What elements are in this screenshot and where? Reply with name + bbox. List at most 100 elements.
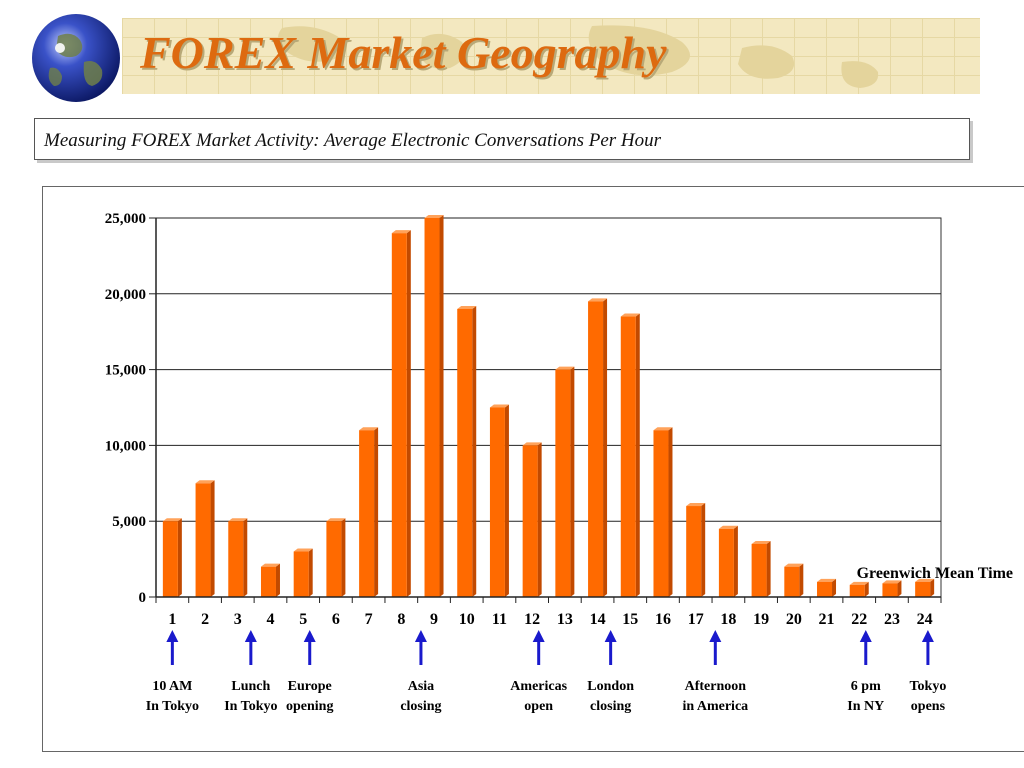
bar-top	[784, 563, 804, 567]
bar	[784, 566, 800, 597]
bar	[653, 430, 669, 597]
chart-frame: 0 5,000 10,000 15,000 20,000 25,000 1 2 3 4 5 6 7 8 9 1…	[42, 186, 1024, 752]
annotation-arrowhead	[414, 630, 427, 642]
annotation-label: In Tokyo	[224, 699, 277, 714]
annotation-label: closing	[400, 699, 441, 714]
bar-side	[930, 578, 935, 597]
bar-side	[766, 540, 771, 597]
bar-side	[570, 366, 575, 597]
annotation-arrowhead	[244, 630, 257, 642]
bar-top	[457, 305, 477, 309]
x-tick-label: 12	[524, 611, 540, 628]
chart-subtitle: Measuring FOREX Market Activity: Average…	[44, 130, 662, 151]
bar	[228, 521, 244, 597]
annotation-arrowhead	[604, 630, 617, 642]
bar-side	[897, 580, 902, 597]
annotation-label: closing	[590, 699, 631, 714]
bar	[915, 581, 931, 597]
bar-top	[588, 298, 608, 302]
x-tick-label: 8	[397, 611, 405, 628]
x-tick-label: 23	[884, 611, 900, 628]
annotation-label: Afternoon	[685, 679, 747, 694]
bar	[555, 369, 571, 597]
globe-icon	[32, 14, 120, 102]
bar-side	[177, 518, 182, 597]
page-title: FOREX Market Geography	[140, 27, 667, 78]
x-axis-label: Greenwich Mean Time	[857, 565, 1013, 582]
bar-side	[243, 518, 248, 597]
bar-top	[391, 230, 411, 234]
y-tick-label: 15,000	[105, 363, 146, 379]
y-tick-label: 0	[139, 590, 147, 606]
bar-side	[668, 427, 673, 597]
bar	[326, 521, 342, 597]
x-tick-label: 19	[753, 611, 769, 628]
bar-side	[799, 563, 804, 597]
bar	[751, 543, 767, 597]
annotation-label: opens	[911, 699, 946, 714]
annotation-label: Lunch	[231, 679, 270, 694]
bar	[849, 584, 865, 597]
annotation-label: London	[587, 679, 634, 694]
bar-side	[635, 313, 640, 597]
annotation-label: In Tokyo	[146, 699, 199, 714]
x-tick-label: 15	[622, 611, 638, 628]
bar	[424, 218, 440, 597]
bar-top	[162, 518, 182, 522]
bar	[391, 233, 407, 597]
bar-top	[915, 578, 935, 582]
y-tick-label: 20,000	[105, 287, 146, 303]
bar	[882, 583, 898, 597]
bar-top	[260, 563, 280, 567]
bar-side	[308, 548, 313, 597]
bar	[522, 445, 538, 597]
x-tick-label: 4	[266, 611, 274, 628]
bar	[260, 566, 276, 597]
annotation-label: in America	[682, 699, 748, 714]
x-tick-label: 22	[851, 611, 867, 628]
x-tick-label: 5	[299, 611, 307, 628]
annotation-arrowhead	[709, 630, 722, 642]
bar-top	[718, 525, 738, 529]
bar-top	[686, 503, 706, 507]
x-tick-label: 11	[492, 611, 507, 628]
bar	[359, 430, 375, 597]
x-tick-label: 20	[786, 611, 802, 628]
annotation-label: In NY	[847, 699, 884, 714]
bar-side	[701, 503, 706, 597]
bar	[195, 483, 211, 597]
bar-side	[374, 427, 379, 597]
bar-side	[603, 298, 608, 597]
annotation-arrowhead	[921, 630, 934, 642]
bar-top	[228, 518, 248, 522]
bar-side	[439, 215, 444, 597]
bar-top	[489, 404, 509, 408]
subtitle-box: Measuring FOREX Market Activity: Average…	[34, 118, 970, 160]
bar-side	[472, 305, 477, 597]
bar-top	[293, 548, 313, 552]
bar	[162, 521, 178, 597]
bar-side	[733, 525, 738, 597]
bar-side	[864, 581, 869, 597]
bar	[686, 506, 702, 597]
annotation-label: open	[524, 699, 553, 714]
y-tick-label: 25,000	[105, 211, 146, 227]
bar-top	[817, 578, 837, 582]
bar	[718, 528, 734, 597]
x-tick-label: 13	[557, 611, 573, 628]
bar-top	[522, 442, 542, 446]
annotation-arrowhead	[166, 630, 179, 642]
annotation-arrowhead	[859, 630, 872, 642]
bar	[620, 316, 636, 597]
annotation-label: Tokyo	[909, 679, 946, 694]
x-tick-label: 7	[365, 611, 373, 628]
world-map-watermark	[278, 25, 879, 88]
bar-top	[849, 581, 869, 585]
bar	[293, 551, 309, 597]
annotation-label: Americas	[510, 679, 567, 694]
x-tick-label: 17	[688, 611, 704, 628]
bar	[457, 308, 473, 597]
bar-top	[195, 480, 215, 484]
bar-side	[537, 442, 542, 597]
